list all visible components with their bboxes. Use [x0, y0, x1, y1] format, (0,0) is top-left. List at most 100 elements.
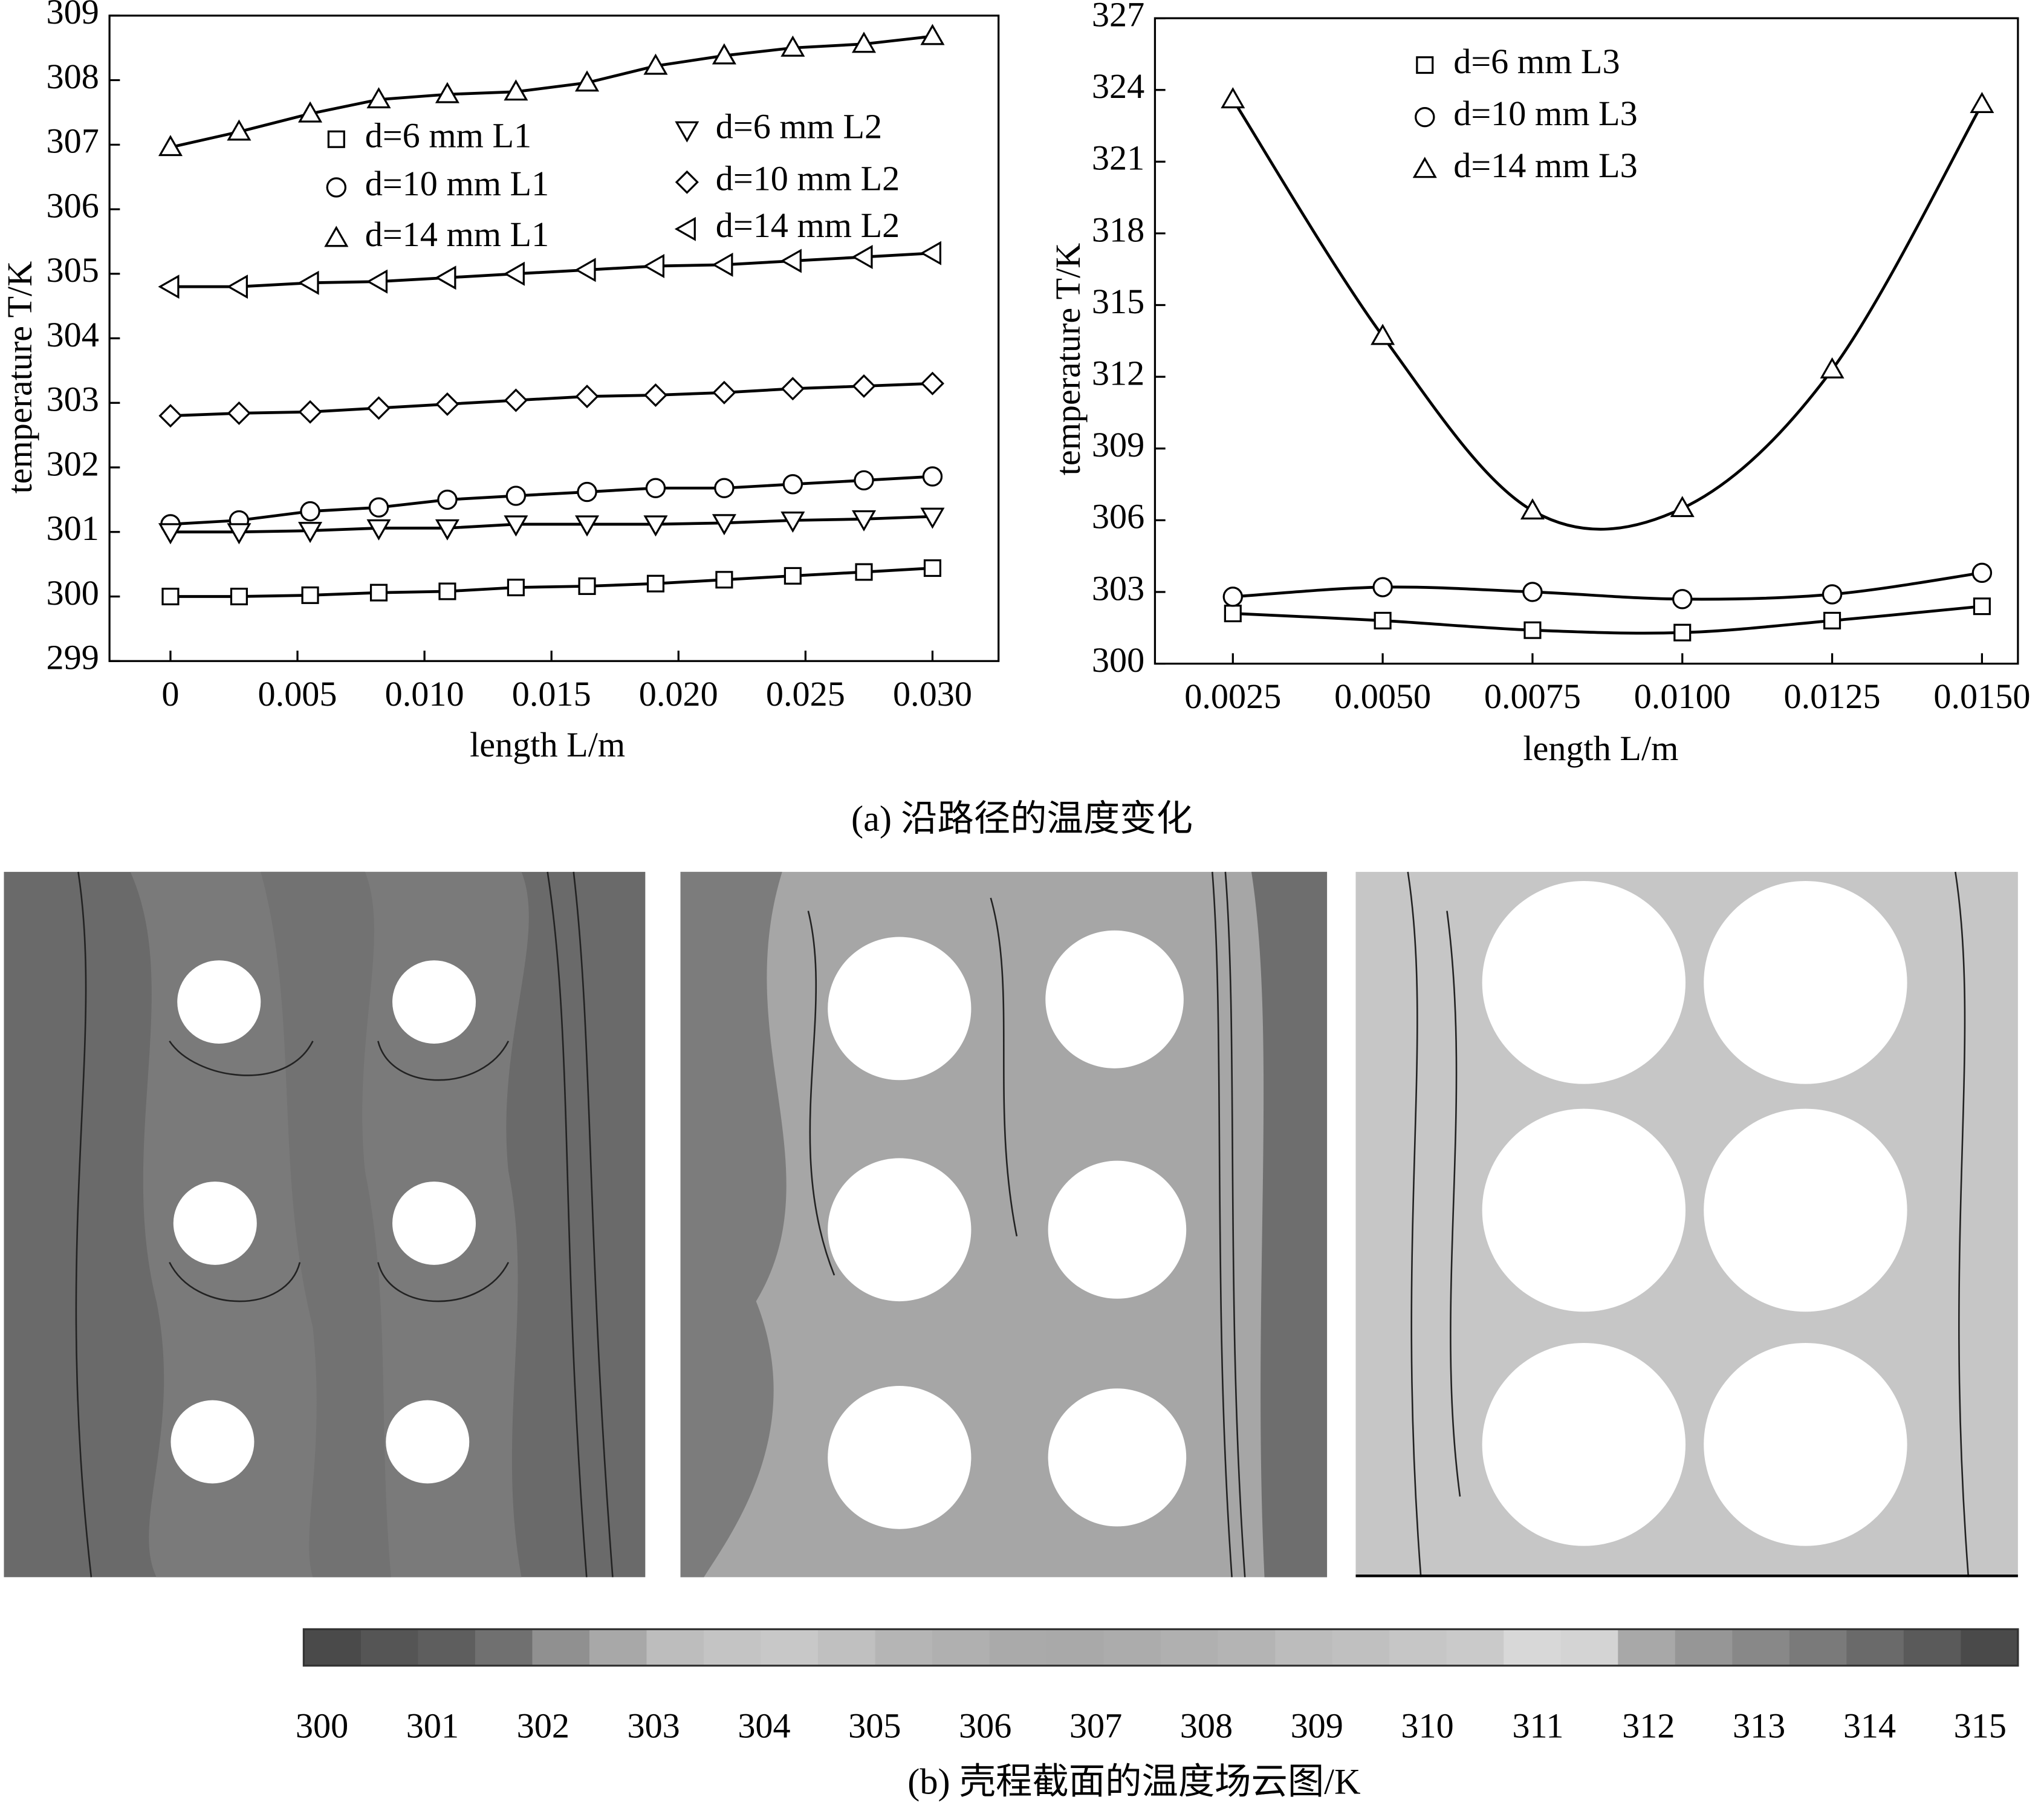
y-tick-label: 321 [1092, 138, 1144, 178]
colorbar-frame [302, 1628, 2019, 1667]
colorbar-cell [1103, 1629, 1162, 1666]
legend-label: d=10 mm L1 [365, 164, 549, 203]
x-tick-label: 0.0100 [1634, 677, 1731, 716]
x-tick-label: 0.0075 [1484, 677, 1581, 716]
marker [366, 396, 391, 420]
colorbar-tick-label: 304 [738, 1706, 790, 1745]
colorbar-cell [1046, 1629, 1105, 1666]
colorbar-cell [1161, 1629, 1219, 1666]
marker [1224, 605, 1242, 623]
marker [1973, 597, 1991, 616]
y-tick-label: 309 [47, 0, 99, 31]
marker [437, 489, 458, 510]
marker [301, 586, 319, 604]
marker [1222, 587, 1244, 607]
marker [1520, 498, 1545, 520]
marker [435, 265, 456, 290]
marker [369, 584, 388, 602]
marker [1221, 87, 1245, 109]
legend-marker [324, 226, 349, 247]
marker [712, 43, 736, 65]
x-axis-label: length L/m [470, 725, 625, 764]
colorbar-cell [1732, 1629, 1790, 1666]
marker [230, 587, 248, 606]
y-tick-label: 303 [1092, 568, 1144, 608]
marker [574, 515, 600, 537]
series-line [1233, 571, 1982, 601]
plot-frame [1153, 17, 2019, 665]
colorbar-cell [475, 1629, 533, 1666]
y-tick-label: 327 [1092, 0, 1144, 34]
marker [297, 270, 319, 295]
marker [438, 582, 456, 600]
colorbar-cell [1446, 1629, 1505, 1666]
marker [158, 523, 183, 545]
colorbar-cell [303, 1629, 362, 1666]
series-line [170, 567, 933, 598]
marker [1820, 357, 1844, 379]
marker [298, 522, 323, 544]
marker [851, 245, 873, 270]
marker [368, 497, 389, 518]
marker [920, 24, 945, 45]
colorbar-cell [1903, 1629, 1962, 1666]
y-tick-label: 305 [47, 250, 99, 290]
y-tick-label: 306 [1092, 497, 1144, 536]
y-tick-label: 302 [47, 444, 99, 483]
colorbar-cell [1789, 1629, 1848, 1666]
y-axis-label: temperature T/K [0, 261, 39, 493]
colorbar-cell [818, 1629, 876, 1666]
contour-band [680, 871, 787, 1578]
marker [782, 474, 803, 495]
marker [158, 275, 180, 299]
series-line [1233, 605, 1982, 635]
marker [435, 519, 459, 541]
x-tick-label: 0.0025 [1184, 677, 1281, 716]
marker [1673, 623, 1692, 642]
marker [300, 501, 320, 522]
colorbar-tick-label: 307 [1069, 1706, 1122, 1745]
colorbar: 300 301 302 303 304 305 306 307 308 309 310 311 312 3… [296, 1628, 2019, 1745]
colorbar-cell [875, 1629, 933, 1666]
marker [1672, 589, 1693, 610]
marker [712, 252, 733, 277]
x-tick-label: 0.020 [639, 674, 718, 714]
series-line [170, 34, 933, 149]
marker [784, 567, 802, 585]
marker [643, 253, 665, 278]
marker [1371, 323, 1395, 345]
y-tick-label: 303 [47, 380, 99, 419]
marker [923, 559, 942, 577]
x-tick-label: 0.025 [766, 674, 845, 714]
colorbar-cell [360, 1629, 419, 1666]
y-tick-label: 300 [1092, 640, 1144, 680]
colorbar-tick-label: 312 [1622, 1706, 1675, 1745]
marker [1522, 582, 1543, 602]
x-tick-label: 0.0050 [1334, 677, 1431, 716]
marker [366, 519, 391, 541]
contour-lines [807, 871, 1246, 1578]
caption: (a) 沿路径的温度变化 [851, 799, 1193, 839]
marker [161, 587, 180, 606]
marker [712, 514, 736, 536]
colorbar-cell [1332, 1629, 1390, 1666]
colorbar-tick-label: 313 [1733, 1706, 1785, 1745]
colorbar-cell [1618, 1629, 1676, 1666]
marker [574, 70, 600, 92]
colorbar-cell [532, 1629, 591, 1666]
x-tick-label: 0.0150 [1933, 677, 2030, 716]
marker [227, 401, 251, 425]
colorbar-tick-label: 306 [959, 1706, 1011, 1745]
marker [578, 577, 596, 595]
y-axis-label: temperature T/K [1048, 243, 1088, 475]
y-tick-label: 312 [1092, 354, 1144, 393]
series-line [170, 475, 933, 526]
colorbar-tick-label: 305 [848, 1706, 901, 1745]
y-tick-label: 307 [47, 122, 99, 161]
series-line [170, 515, 933, 534]
y-tick-label: 324 [1092, 67, 1144, 106]
marker [851, 31, 877, 53]
marker [577, 481, 597, 502]
y-tick-label: 300 [47, 573, 99, 613]
legend-label: d=6 mm L2 [716, 107, 882, 146]
